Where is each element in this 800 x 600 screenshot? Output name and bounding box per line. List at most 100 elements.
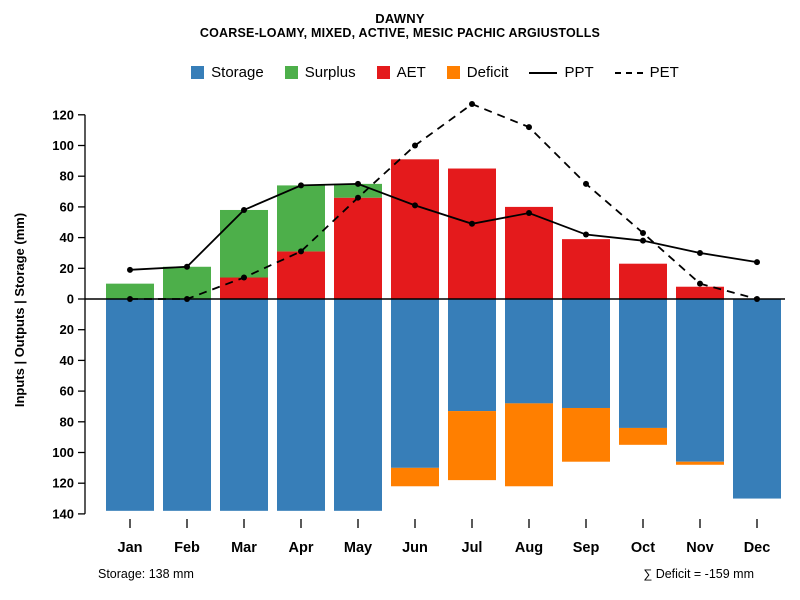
y-axis-tick-label: 60 (60, 199, 74, 214)
surplus-bar (106, 283, 154, 299)
storage-bar (676, 299, 724, 462)
legend-label-storage: Storage (211, 64, 264, 81)
pet-line (130, 103, 758, 300)
ppt-point (697, 249, 703, 256)
surplus-bar (334, 183, 382, 198)
deficit-bar (676, 461, 724, 465)
y-axis-tick-label: 100 (52, 445, 74, 460)
ppt-point (754, 259, 760, 266)
pet-point (184, 296, 190, 302)
pet-point (241, 274, 247, 281)
pet-point (355, 194, 361, 201)
y-axis-tick-label: 80 (60, 414, 74, 429)
x-axis-label: Jul (462, 540, 483, 556)
x-axis-label: Jun (402, 540, 428, 556)
storage-bar (220, 299, 268, 511)
y-axis-tick-label: 80 (60, 169, 74, 184)
x-axis-label: Jan (118, 540, 143, 556)
deficit-bar (448, 411, 496, 481)
deficit-bar (391, 467, 439, 487)
aet-bar (391, 159, 439, 299)
pet-point (583, 180, 589, 187)
legend-item-storage: Storage (191, 64, 264, 81)
storage-bar (334, 299, 382, 511)
x-axis-label: Feb (174, 540, 200, 556)
ppt-point (469, 220, 475, 227)
storage-bar (562, 299, 610, 408)
aet-bar (676, 286, 724, 299)
storage-bar (163, 299, 211, 511)
ppt-point (298, 182, 304, 189)
x-axis-label: Apr (289, 540, 314, 556)
deficit-bar (562, 407, 610, 462)
legend-item-surplus: Surplus (284, 64, 356, 81)
storage-swatch-icon (191, 66, 205, 79)
pet-point (526, 124, 532, 131)
storage-bar (106, 299, 154, 511)
y-axis-tick-label: 100 (52, 138, 74, 153)
storage-note: Storage: 138 mm (98, 567, 194, 581)
y-axis-tick-label: 20 (60, 261, 74, 276)
x-axis-label: Nov (686, 540, 713, 556)
legend-label-ppt: PPT (564, 64, 594, 81)
surplus-swatch-icon (284, 66, 298, 79)
ppt-point (583, 231, 589, 238)
legend-item-aet: AET (376, 64, 426, 81)
aet-bar (334, 197, 382, 299)
y-axis-tick-label: 20 (60, 322, 74, 337)
ppt-line (129, 182, 758, 271)
x-axis-label: Oct (631, 540, 655, 556)
aet-bar (277, 251, 325, 299)
aet-swatch-icon (376, 66, 390, 79)
storage-bar (733, 299, 781, 499)
y-axis-tick-label: 40 (60, 353, 74, 368)
aet-bar (562, 239, 610, 299)
deficit-note: ∑ Deficit = -159 mm (643, 567, 754, 581)
legend-label-aet: AET (396, 64, 426, 81)
ppt-point (127, 266, 133, 273)
x-axis-label: Mar (231, 540, 257, 556)
y-axis-tick-label: 120 (52, 476, 74, 491)
ppt-point (640, 237, 646, 244)
aet-bar (448, 168, 496, 299)
pet-point (412, 142, 418, 149)
ppt-point (241, 206, 247, 213)
x-axis-label: Sep (573, 540, 600, 556)
ppt-point (355, 180, 361, 187)
pet-point (754, 296, 760, 302)
pet-point (469, 101, 475, 108)
aet-bar (619, 263, 667, 299)
legend-label-surplus: Surplus (304, 64, 356, 81)
chart-title: DAWNY (375, 11, 425, 26)
x-axis-label: May (344, 540, 372, 556)
pet-point (640, 229, 646, 236)
aet-bar (505, 206, 553, 299)
legend-label-deficit: Deficit (466, 64, 509, 81)
pet-point (697, 280, 703, 287)
surplus-bar (220, 209, 268, 278)
ppt-point (526, 210, 532, 217)
x-axis-label: Dec (744, 540, 771, 556)
deficit-bar (619, 427, 667, 445)
ppt-line-sample-icon (529, 71, 558, 74)
x-axis-label: Aug (515, 540, 543, 556)
surplus-bar (163, 266, 211, 299)
storage-bar (505, 299, 553, 404)
storage-bar (448, 299, 496, 412)
storage-bar (277, 299, 325, 511)
storage-bar (391, 299, 439, 468)
ppt-point (184, 263, 190, 270)
chart-legend: Storage Surplus AET Deficit PPT PET (85, 64, 785, 81)
y-axis-tick-label: 40 (60, 230, 74, 245)
legend-item-deficit: Deficit (446, 64, 509, 81)
pet-point (298, 248, 304, 255)
deficit-bar (505, 403, 553, 487)
y-axis-tick-label: 120 (52, 107, 74, 122)
legend-item-pet: PET (614, 64, 679, 81)
storage-bar (619, 299, 667, 428)
y-axis-tick-label: 60 (60, 384, 74, 399)
y-axis-tick-label: 0 (67, 292, 74, 307)
y-axis-title: Inputs | Outputs | Storage (mm) (12, 213, 27, 407)
